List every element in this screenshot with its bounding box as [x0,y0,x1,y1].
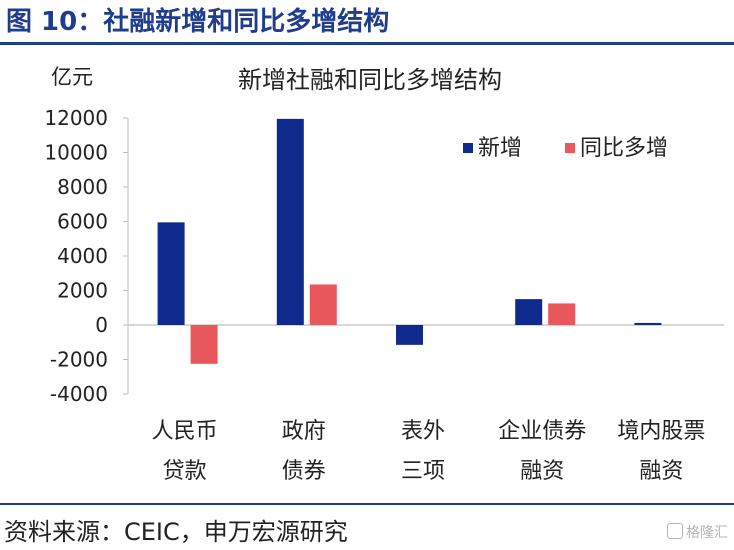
x-category-label: 企业债券 [498,419,586,444]
bottom-divider [0,503,734,505]
x-category-label: 表外 [401,419,445,444]
x-category-label: 政府 [282,419,326,444]
bar-new [634,322,662,325]
chart-plot-group: 12000 10000 8000 6000 4000 2000 0 -2000 -4000 人民币… [44,106,724,484]
x-category-label: 融资 [520,459,564,484]
bar-new [396,325,423,345]
top-divider [0,42,734,45]
legend-label: 新增 [478,136,522,161]
x-category-label: 融资 [639,459,683,484]
source-note: 资料来源：CEIC，申万宏源研究 [4,518,348,546]
x-category-label: 贷款 [163,459,207,484]
x-category-label: 三项 [401,459,445,484]
legend-swatch [463,143,473,153]
x-category-label: 债券 [282,459,326,484]
bar-new [157,222,185,325]
watermark-text: 格隆汇 [686,525,728,541]
y-tick-label: -2000 [50,348,108,372]
y-tick-label: -4000 [50,382,108,406]
legend-swatch [565,143,575,153]
legend-label: 同比多增 [580,136,668,161]
watermark-logo-icon [667,523,683,539]
y-tick-label: 8000 [57,175,108,199]
y-axis-unit-label: 亿元 [51,65,93,89]
figure-title: 图 10：社融新增和同比多增结构 [6,7,390,37]
bar-yoy [309,284,337,325]
watermark: 格隆汇 [667,522,728,542]
y-tick-label: 10000 [44,141,108,165]
x-category-label: 人民币 [152,419,218,444]
y-tick-label: 4000 [57,244,108,268]
y-tick-label: 0 [95,313,108,337]
bar-yoy [190,325,218,364]
bar-yoy [548,303,576,325]
chart-title: 新增社融和同比多增结构 [238,66,502,94]
y-tick-label: 12000 [44,106,108,130]
bar-new [276,118,304,325]
y-tick-label: 2000 [57,279,108,303]
chart-area: 新增社融和同比多增结构 亿元 12000 10000 8000 6000 4000 200… [44,65,724,484]
x-category-label: 境内股票 [617,419,705,444]
bar-new [515,299,543,325]
y-tick-label: 6000 [57,210,108,234]
